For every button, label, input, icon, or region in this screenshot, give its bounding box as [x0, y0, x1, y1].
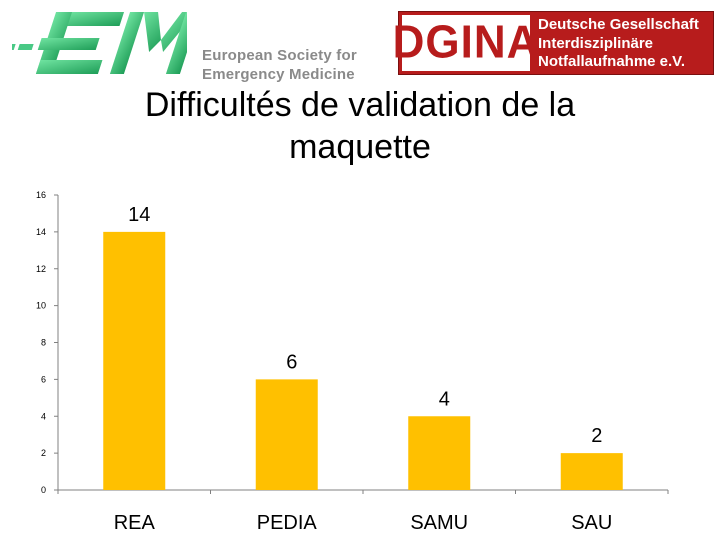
bar — [255, 379, 318, 490]
eusem-em-icon — [12, 12, 187, 74]
bar — [560, 453, 623, 490]
y-tick-label: 12 — [36, 264, 46, 274]
slide-title-line1: Difficultés de validation de la — [144, 86, 576, 124]
dgina-line2: Interdisziplinäre — [538, 34, 654, 52]
y-tick-label: 10 — [36, 301, 46, 311]
dgina-line1: Deutsche Gesellschaft — [538, 16, 699, 33]
eusem-logo: European Society for Emergency Medicine — [12, 6, 372, 86]
eusem-name: European Society for Emergency Medicine — [202, 46, 357, 84]
data-label: 6 — [286, 351, 297, 373]
y-tick-label: 0 — [41, 485, 46, 495]
y-tick-label: 4 — [41, 411, 46, 421]
dgina-line3: Notfallaufnahme e.V. — [538, 53, 685, 70]
data-label: 2 — [591, 425, 602, 447]
category-label: SAMU — [410, 512, 468, 534]
y-tick-label: 8 — [41, 338, 46, 348]
dgina-name: Deutsche Gesellschaft Interdisziplinäre … — [538, 16, 699, 72]
dgina-logo: DGINA Deutsche Gesellschaft Interdiszipl… — [393, 11, 714, 75]
dgina-wordmark-box: DGINA — [393, 15, 538, 71]
y-tick-label: 2 — [41, 448, 46, 458]
data-label: 4 — [439, 388, 450, 410]
category-label: SAU — [571, 512, 612, 534]
y-tick-label: 6 — [41, 374, 46, 384]
dgina-wordmark: DGINA — [392, 16, 540, 69]
y-tick-label: 16 — [36, 190, 46, 200]
bar-chart: 0 2 4 6 8 10 12 14 16 14 REA 6 PEDIA 4 SAMU 2 SAU — [36, 190, 669, 534]
eusem-line2: Emergency Medicine — [202, 66, 355, 83]
eusem-line1: European Society for — [202, 47, 357, 64]
bar — [408, 416, 471, 490]
y-tick-label: 14 — [36, 227, 46, 237]
data-label: 14 — [128, 204, 150, 226]
bar — [103, 231, 166, 490]
slide-title: Difficultés de validation de la maquette — [80, 84, 640, 168]
category-label: PEDIA — [257, 512, 318, 534]
slide-title-line2: maquette — [289, 128, 431, 166]
category-label: REA — [114, 512, 156, 534]
